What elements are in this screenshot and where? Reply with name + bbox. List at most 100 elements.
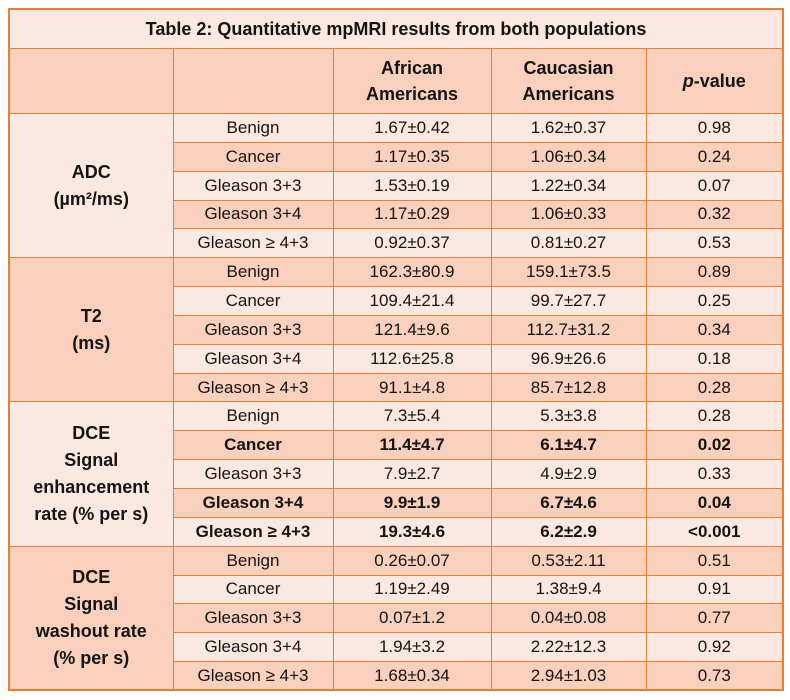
p-value-cell: 0.51 <box>645 545 784 576</box>
row-label: Gleason 3+3 <box>172 314 334 345</box>
value-caucasian-americans: 5.3±3.8 <box>490 401 647 432</box>
row-label: Benign <box>172 257 334 288</box>
value-caucasian-americans: 112.7±31.2 <box>490 314 647 345</box>
table-body: ADC (µm²/ms) Benign 1.67±0.42 1.62±0.37 0.98 C… <box>8 112 784 691</box>
value-caucasian-americans: 0.04±0.08 <box>490 603 647 634</box>
value-caucasian-americans: 85.7±12.8 <box>490 372 647 403</box>
group-label-line: ADC <box>71 161 111 182</box>
value-african-americans: 19.3±4.6 <box>332 516 492 547</box>
p-value-cell: 0.53 <box>645 228 784 259</box>
value-african-americans: 7.9±2.7 <box>332 459 492 489</box>
row-label: Gleason ≥ 4+3 <box>172 661 334 691</box>
row-label: Gleason ≥ 4+3 <box>172 516 334 547</box>
group-label-line: (µm²/ms) <box>53 188 129 209</box>
value-caucasian-americans: 6.7±4.6 <box>490 487 647 518</box>
value-african-americans: 0.07±1.2 <box>332 603 492 634</box>
table-row: T2 (ms) Benign 162.3±80.9 159.1±73.5 0.89 <box>8 257 784 403</box>
value-african-americans: 1.17±0.29 <box>332 199 492 230</box>
group-cell-dce-signal-enhancement-rate: DCE Signal enhancement rate (% per s) <box>8 401 174 547</box>
p-value-cell: 0.18 <box>645 343 784 374</box>
header-line: Americans <box>522 84 615 104</box>
value-caucasian-americans: 159.1±73.5 <box>490 257 647 288</box>
group-label-line: (% per s) <box>53 648 130 669</box>
value-caucasian-americans: 6.2±2.9 <box>490 516 647 547</box>
group-cell-t2: T2 (ms) <box>8 257 174 403</box>
table-row: ADC (µm²/ms) Benign 1.67±0.42 1.62±0.37 0.98 <box>8 112 784 259</box>
group-label-line: enhancement <box>33 477 150 498</box>
value-caucasian-americans: 0.53±2.11 <box>490 545 647 576</box>
p-value-cell: 0.28 <box>645 372 784 403</box>
header-empty-group-col <box>8 48 174 114</box>
p-value-cell: 0.24 <box>645 141 784 172</box>
header-empty-label-col <box>172 48 334 114</box>
table-title: Table 2: Quantitative mpMRI results from… <box>8 8 784 49</box>
row-label: Gleason ≥ 4+3 <box>172 228 334 259</box>
value-african-americans: 7.3±5.4 <box>332 401 492 432</box>
table-title-row: Table 2: Quantitative mpMRI results from… <box>8 8 784 49</box>
group-label-line: rate (% per s) <box>34 504 149 525</box>
value-caucasian-americans: 4.9±2.9 <box>490 459 647 489</box>
value-african-americans: 1.17±0.35 <box>332 141 492 172</box>
p-value-cell: 0.28 <box>645 401 784 432</box>
header-line: Caucasian <box>523 57 614 78</box>
row-label: Cancer <box>172 430 334 461</box>
p-value-cell: 0.77 <box>645 603 784 634</box>
value-african-americans: 109.4±21.4 <box>332 286 492 316</box>
group-label-line: T2 <box>80 305 102 326</box>
p-value-cell: 0.04 <box>645 487 784 518</box>
value-caucasian-americans: 1.06±0.34 <box>490 141 647 172</box>
group-cell-adc: ADC (µm²/ms) <box>8 112 174 259</box>
value-caucasian-americans: 2.22±12.3 <box>490 632 647 663</box>
value-african-americans: 1.94±3.2 <box>332 632 492 663</box>
header-p-value: p-value <box>645 48 784 114</box>
table-row: Gleason ≥ 4+3 1.68±0.34 2.94±1.03 0.73 <box>9 661 784 691</box>
value-african-americans: 1.19±2.49 <box>332 574 492 605</box>
value-caucasian-americans: 1.22±0.34 <box>490 170 647 201</box>
row-label: Gleason 3+4 <box>172 343 334 374</box>
table-row: DCE Signal enhancement rate (% per s) Benign… <box>8 401 784 547</box>
value-african-americans: 91.1±4.8 <box>332 372 492 403</box>
p-value-cell: 0.33 <box>645 459 784 489</box>
value-caucasian-americans: 1.06±0.33 <box>490 199 647 230</box>
value-caucasian-americans: 1.38±9.4 <box>490 574 647 605</box>
column-header-row: African Americans Caucasian Americans p-va… <box>8 48 784 114</box>
p-rest: -value <box>693 70 746 91</box>
value-african-americans: 9.9±1.9 <box>332 487 492 518</box>
value-caucasian-americans: 2.94±1.03 <box>490 661 647 691</box>
group-label-line: Signal <box>64 594 119 615</box>
value-caucasian-americans: 6.1±4.7 <box>490 430 647 461</box>
header-line: Americans <box>365 84 459 104</box>
row-label: Gleason 3+3 <box>172 170 334 201</box>
table-row: Cancer 1.19±2.49 1.38±9.4 0.91 <box>9 574 784 605</box>
p-value-cell: 0.32 <box>645 199 784 230</box>
group-label-line: DCE <box>72 567 111 588</box>
mpmri-results-table: Table 2: Quantitative mpMRI results from… <box>8 8 785 692</box>
p-value-cell: 0.34 <box>645 314 784 345</box>
value-african-americans: 0.26±0.07 <box>332 545 492 576</box>
value-caucasian-americans: 96.9±26.6 <box>490 343 647 374</box>
table-row: DCE Signal washout rate (% per s) Benign 0.26… <box>8 545 784 691</box>
value-african-americans: 121.4±9.6 <box>332 314 492 345</box>
value-caucasian-americans: 1.62±0.37 <box>490 113 647 143</box>
row-label: Benign <box>172 545 334 576</box>
value-caucasian-americans: 0.81±0.27 <box>490 228 647 259</box>
p-value-cell: 0.92 <box>645 632 784 663</box>
group-label-line: DCE <box>72 423 111 444</box>
value-african-americans: 1.68±0.34 <box>332 661 492 691</box>
group-label-line: Signal <box>64 450 119 471</box>
row-label: Cancer <box>172 286 334 316</box>
table-row: Cancer 1.17±0.35 1.06±0.34 0.24 <box>9 141 784 172</box>
header-caucasian-americans: Caucasian Americans <box>490 48 647 114</box>
p-value-cell: 0.98 <box>645 113 784 143</box>
row-label: Gleason 3+4 <box>172 199 334 230</box>
value-african-americans: 112.6±25.8 <box>332 343 492 374</box>
row-label: Gleason 3+4 <box>172 632 334 663</box>
row-label: Benign <box>172 113 334 143</box>
value-african-americans: 1.53±0.19 <box>332 170 492 201</box>
header-line: African <box>380 57 443 78</box>
p-value-cell: 0.91 <box>645 574 784 605</box>
row-label: Cancer <box>172 141 334 172</box>
group-cell-dce-signal-washout-rate: DCE Signal washout rate (% per s) <box>8 545 174 691</box>
group-label-line: washout rate <box>35 621 147 642</box>
